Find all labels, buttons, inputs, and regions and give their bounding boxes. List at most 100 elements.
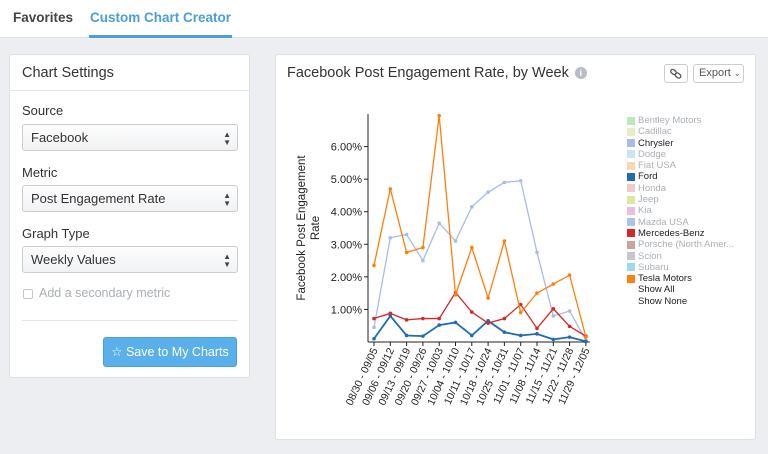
data-point <box>567 309 572 313</box>
data-point <box>567 273 572 278</box>
star-outline-icon: ☆ <box>111 345 123 359</box>
data-point <box>551 314 556 318</box>
data-point <box>453 320 458 325</box>
legend-item[interactable]: Tesla Motors <box>627 273 734 284</box>
data-point <box>404 318 409 322</box>
data-point <box>518 302 523 307</box>
y-tick-label: 2.00% <box>331 272 362 284</box>
up-down-arrows-icon: ▲ ▼ <box>223 191 231 208</box>
data-point <box>567 335 572 339</box>
y-tick-label: 6.00% <box>331 142 362 154</box>
secondary-metric-checkbox[interactable] <box>23 289 33 299</box>
data-point <box>437 316 441 321</box>
legend-item[interactable]: Cadillac <box>627 126 734 137</box>
source-select[interactable]: Facebook ▲ ▼ <box>22 124 238 151</box>
legend-item[interactable]: Ford <box>627 171 734 182</box>
y-tick-label: 3.00% <box>331 239 362 251</box>
data-point <box>567 324 572 329</box>
data-point <box>388 314 393 318</box>
graph-type-label: Graph Type <box>22 226 90 241</box>
series-line <box>373 314 587 343</box>
link-button[interactable] <box>664 64 688 83</box>
legend-label: Jeep <box>638 194 659 206</box>
data-point <box>453 239 458 243</box>
data-point <box>437 113 441 118</box>
legend-label: Fiat USA <box>638 160 677 172</box>
legend-item[interactable]: Porsche (North Amer... <box>627 239 734 250</box>
data-point <box>372 336 376 341</box>
graph-type-select[interactable]: Weekly Values ▲ ▼ <box>22 246 238 273</box>
legend-label: Scion <box>638 250 662 262</box>
legend-item[interactable]: Fiat USA <box>627 160 734 171</box>
series-line <box>373 180 587 341</box>
data-point <box>551 306 556 311</box>
legend-label: Subaru <box>638 261 669 273</box>
legend-item[interactable]: Dodge <box>627 149 734 160</box>
legend-swatch <box>627 274 635 283</box>
chart-settings-title: Chart Settings <box>10 55 249 91</box>
data-point <box>421 258 425 263</box>
graph-type-value: Weekly Values <box>31 252 116 267</box>
legend-swatch <box>627 229 635 238</box>
legend-swatch <box>627 240 635 249</box>
tab-favorites[interactable]: Favorites <box>13 10 74 25</box>
data-point <box>502 330 507 335</box>
data-point <box>388 187 393 191</box>
legend-swatch <box>627 252 635 261</box>
legend-swatch <box>627 263 635 272</box>
legend-label: Bentley Motors <box>638 115 702 126</box>
legend-swatch <box>627 172 635 181</box>
show-none-link[interactable]: Show None <box>638 296 688 308</box>
data-point <box>470 245 474 250</box>
data-point <box>518 333 523 338</box>
legend-item[interactable]: Kia <box>627 205 734 216</box>
legend-item[interactable]: Bentley Motors <box>627 115 734 126</box>
secondary-metric-label: Add a secondary metric <box>39 286 171 300</box>
legend-item[interactable]: Mercedes-Benz <box>627 228 734 239</box>
legend-swatch <box>627 218 635 227</box>
export-button[interactable]: Export ⌄ <box>693 64 744 83</box>
series-line <box>373 291 587 337</box>
legend-label: Dodge <box>638 148 666 160</box>
data-point <box>453 292 458 297</box>
legend-swatch <box>627 206 635 215</box>
top-nav: Favorites Custom Chart Creator <box>0 0 768 38</box>
up-down-arrows-icon: ▲ ▼ <box>223 252 231 269</box>
data-point <box>437 323 441 327</box>
tab-custom-chart-creator[interactable]: Custom Chart Creator <box>89 0 233 38</box>
data-point <box>535 326 539 331</box>
legend-swatch <box>627 116 635 125</box>
legend-item[interactable]: Subaru <box>627 262 734 273</box>
legend-item[interactable]: Scion <box>627 251 734 262</box>
data-point <box>388 311 393 316</box>
info-circle-icon[interactable]: i <box>574 67 587 79</box>
legend-item[interactable]: Honda <box>627 183 734 194</box>
data-point <box>372 316 376 321</box>
data-point <box>421 334 425 338</box>
show-all-link[interactable]: Show All <box>638 284 675 296</box>
chevron-down-icon: ⌄ <box>733 69 741 78</box>
data-point <box>404 250 409 255</box>
legend-item[interactable]: Chrysler <box>627 138 734 149</box>
legend-label: Mercedes-Benz <box>638 227 705 239</box>
data-point <box>470 333 474 338</box>
legend-item[interactable]: Jeep <box>627 194 734 205</box>
chart-panel: Facebook Post Engagement Rate, by Week i… <box>275 54 756 440</box>
legend-label: Porsche (North Amer... <box>638 239 735 251</box>
metric-select[interactable]: Post Engagement Rate ▲ ▼ <box>22 185 238 212</box>
y-axis-label: Facebook Post Engagement <box>296 155 308 301</box>
data-point <box>421 245 425 250</box>
legend-item[interactable]: Mazda USA <box>627 217 734 228</box>
y-tick-label: 1.00% <box>331 304 362 316</box>
data-point <box>584 339 588 344</box>
source-value: Facebook <box>31 130 89 145</box>
legend-label: Honda <box>638 182 666 194</box>
data-point <box>421 316 425 321</box>
save-to-my-charts-button[interactable]: ☆ Save to My Charts <box>103 337 237 367</box>
chart-legend: Bentley Motors Cadillac Chrysler Dodge Fiat … <box>627 115 734 308</box>
data-point <box>372 325 376 330</box>
data-point <box>388 235 393 240</box>
legend-swatch <box>627 195 635 204</box>
data-point <box>584 335 588 339</box>
save-label: Save to My Charts <box>125 345 229 359</box>
